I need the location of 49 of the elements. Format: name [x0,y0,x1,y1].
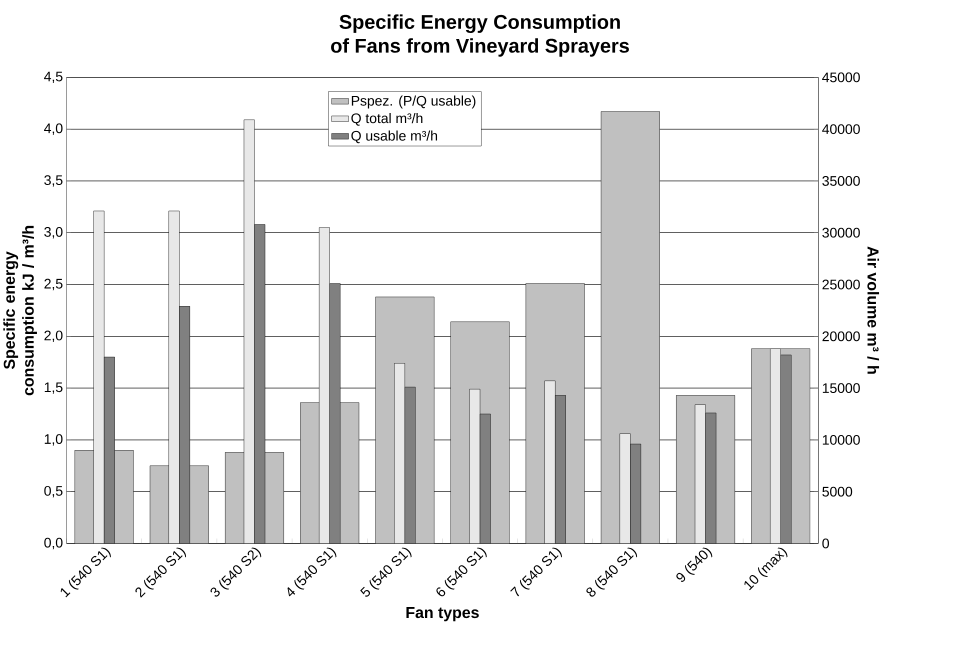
y2-tick-label: 25000 [822,280,860,290]
bar [600,112,660,544]
y-tick-label: 2,0 [44,330,63,342]
legend-label: Q usable m³/h [351,130,438,144]
y2-tick-label: 5000 [822,486,852,497]
bar [318,228,330,544]
bar [620,434,631,544]
bar [469,389,480,544]
y-tick-label: 2,5 [44,278,62,290]
bar [254,224,266,544]
y-tick-label: 3,5 [44,175,62,187]
bar [394,363,406,544]
y2-axis-title: Air volume m³ / h [867,246,880,374]
bar [480,414,491,544]
legend-label: Q total m³/h [351,113,422,126]
bar [104,357,115,544]
y2-tick-label: 10000 [822,435,860,446]
bar [770,348,781,544]
y-tick-label: 3,0 [44,227,63,239]
bar [694,404,706,544]
y2-tick-label: 35000 [822,176,860,186]
x-axis-title: Fan types [406,607,479,622]
bar [780,354,792,544]
bar [404,387,416,544]
bar [244,120,255,544]
bar [554,395,566,544]
y2-tick-label: 40000 [822,124,860,134]
y-tick-label: 0,5 [44,486,62,498]
y2-tick-label: 20000 [822,332,860,342]
y-tick-label: 1,0 [44,434,63,446]
y-tick-label: 1,5 [44,382,62,394]
bar [93,210,104,544]
y2-tick-label: 30000 [822,228,860,238]
y-tick-label: 0,0 [44,538,63,550]
bar [179,306,190,544]
bar [630,444,642,544]
y-tick-label: 4,5 [44,72,62,84]
y2-tick-label: 0 [822,538,829,549]
chart-subtitle: of Fans from Vineyard Sprayers [331,38,629,57]
y-axis-title: Specific energy consumption kJ / m³/h [3,226,37,396]
bar [168,210,180,544]
y-tick-label: 4,0 [44,124,63,136]
bar [705,412,716,544]
legend-label: Pspez. (P/Q usable) [352,96,476,109]
chart-title: Specific Energy Consumption [340,14,620,34]
bar [544,380,556,544]
bar [329,284,340,544]
y2-tick-label: 15000 [822,383,860,394]
y2-tick-label: 45000 [822,72,860,82]
